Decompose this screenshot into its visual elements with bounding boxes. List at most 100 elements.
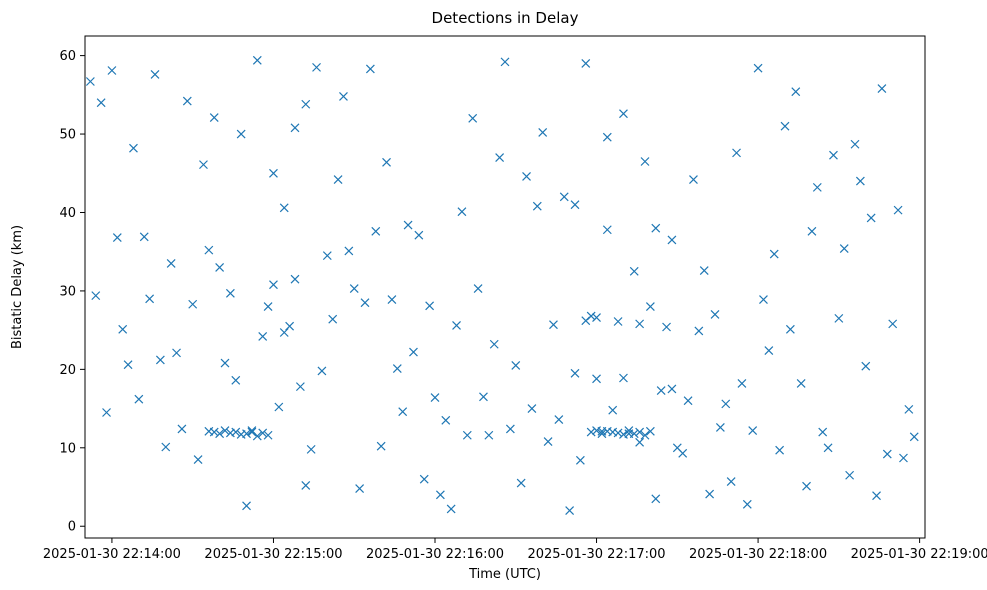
data-point	[457, 207, 467, 217]
data-point	[344, 246, 354, 256]
data-point	[780, 121, 790, 131]
data-point	[295, 382, 305, 392]
data-point	[462, 430, 472, 440]
data-point	[635, 437, 645, 447]
data-point	[737, 379, 747, 388]
data-point	[328, 314, 338, 324]
data-point	[651, 494, 661, 504]
y-tick-label: 60	[59, 49, 76, 64]
data-point	[290, 123, 300, 133]
data-point	[452, 321, 461, 330]
data-point	[430, 393, 440, 403]
y-tick-label: 40	[59, 206, 76, 221]
data-point	[129, 143, 138, 153]
data-point	[193, 455, 203, 464]
data-point	[635, 319, 645, 329]
data-point	[290, 274, 300, 284]
data-point	[209, 113, 219, 122]
y-tick-label: 30	[59, 284, 76, 299]
data-point	[441, 415, 451, 425]
data-point	[645, 426, 655, 436]
data-point	[177, 424, 187, 434]
data-point	[732, 148, 741, 158]
data-point	[715, 422, 725, 432]
data-point	[339, 91, 348, 101]
data-point	[850, 139, 860, 149]
data-point	[872, 491, 881, 501]
data-point	[107, 66, 117, 75]
data-point	[172, 348, 181, 358]
data-point	[759, 295, 768, 304]
data-point	[791, 87, 801, 97]
y-tick-label: 10	[59, 441, 76, 456]
data-point	[322, 251, 332, 261]
data-point	[532, 201, 542, 211]
x-tick-label: 2025-01-30 22:16:00	[366, 547, 504, 562]
plot-area	[84, 35, 926, 539]
data-point	[823, 443, 833, 453]
data-point	[231, 427, 241, 437]
data-point	[392, 364, 402, 373]
data-point	[909, 432, 919, 442]
data-point	[818, 427, 828, 437]
data-point	[726, 477, 736, 486]
data-point	[629, 429, 639, 439]
data-point	[258, 331, 268, 341]
data-point	[150, 70, 160, 79]
data-point	[468, 113, 478, 123]
x-tick-label: 2025-01-30 22:14:00	[43, 547, 181, 562]
data-point	[161, 442, 171, 452]
data-point	[398, 407, 408, 417]
data-point	[511, 361, 521, 370]
data-point	[215, 262, 225, 272]
data-point	[608, 405, 618, 415]
data-point	[473, 284, 483, 293]
data-point	[85, 77, 95, 86]
data-point	[301, 481, 311, 490]
data-point	[199, 160, 208, 170]
data-point	[285, 321, 295, 331]
data-point	[91, 291, 101, 301]
data-point	[769, 249, 779, 259]
data-point	[419, 474, 429, 484]
data-point	[829, 150, 838, 160]
data-point	[619, 109, 628, 119]
data-point	[721, 399, 731, 409]
data-point	[575, 455, 585, 465]
data-point	[252, 55, 262, 65]
data-point	[134, 394, 144, 404]
data-point	[705, 489, 715, 499]
x-tick-label: 2025-01-30 22:17:00	[527, 547, 665, 562]
data-point	[247, 427, 257, 437]
data-point	[678, 448, 688, 458]
data-point	[839, 244, 849, 253]
data-point	[565, 506, 575, 515]
x-tick-label: 2025-01-30 22:15:00	[204, 547, 342, 562]
data-point	[538, 128, 548, 137]
data-point	[602, 225, 612, 235]
data-points	[85, 55, 919, 515]
data-point	[204, 245, 214, 255]
data-point	[619, 430, 628, 439]
data-point	[403, 220, 413, 230]
data-point	[355, 484, 365, 494]
data-point	[409, 347, 418, 357]
data-point	[592, 374, 601, 384]
data-point	[640, 430, 650, 440]
data-point	[710, 310, 720, 319]
data-point	[796, 379, 806, 388]
data-point	[683, 396, 693, 406]
data-point	[376, 441, 386, 451]
data-point	[495, 153, 505, 163]
x-tick-label: 2025-01-30 22:18:00	[689, 547, 827, 562]
data-point	[635, 427, 645, 437]
data-point	[306, 444, 316, 454]
data-point	[118, 324, 128, 334]
data-point	[694, 326, 704, 336]
data-point	[570, 200, 580, 210]
data-point	[785, 324, 795, 334]
data-point	[269, 280, 278, 290]
data-point	[807, 226, 817, 236]
data-point	[215, 429, 225, 439]
